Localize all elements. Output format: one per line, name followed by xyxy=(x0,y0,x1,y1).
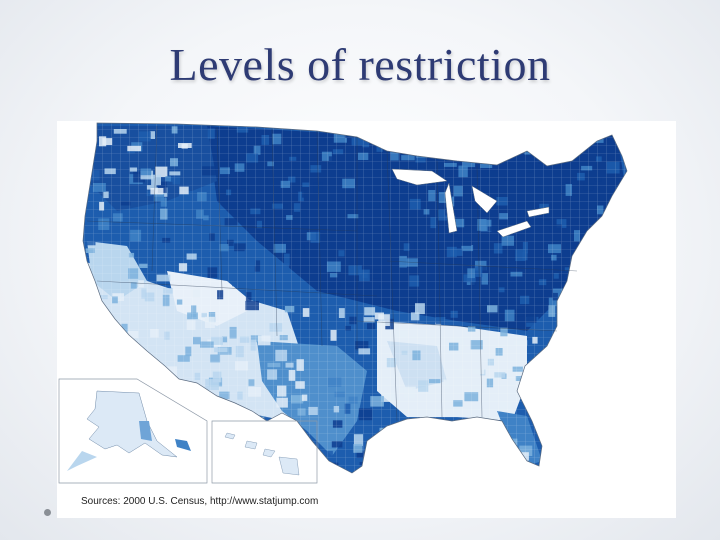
source-caption: Sources: 2000 U.S. Census, http://www.st… xyxy=(81,496,319,507)
map-graphic xyxy=(58,122,628,484)
slide-title: Levels of restriction xyxy=(169,39,551,90)
state-borders xyxy=(86,125,578,422)
us-outline xyxy=(82,122,628,474)
great-lakes xyxy=(391,168,550,238)
us-county-choropleth-map: Sources: 2000 U.S. Census, http://www.st… xyxy=(57,121,676,518)
conterminous-us xyxy=(83,123,627,473)
alaska-inset xyxy=(58,378,208,484)
bullet-dot xyxy=(44,509,51,516)
hawaii-inset xyxy=(211,420,318,484)
